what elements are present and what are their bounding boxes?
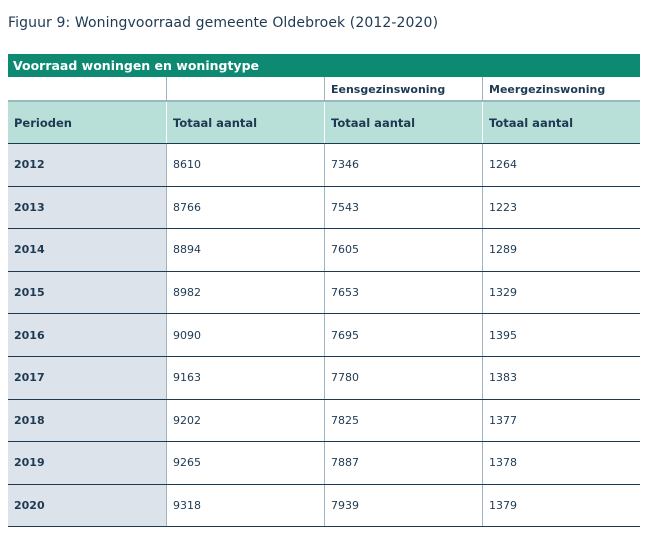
eensgezins-cell: 7695	[324, 314, 482, 356]
meergezins-cell: 1289	[482, 229, 640, 271]
column-header-eensgezins-totaal: Totaal aantal	[324, 102, 482, 143]
year-cell: 2017	[8, 356, 166, 399]
total-cell: 8610	[166, 144, 324, 186]
table-row: 2014 8894 7605 1289	[8, 229, 640, 272]
group-header-empty-1	[8, 77, 166, 100]
group-header-meergezins: Meergezinswoning	[482, 77, 640, 100]
total-cell: 8894	[166, 229, 324, 271]
table-row: 2016 9090 7695 1395	[8, 314, 640, 357]
table-row: 2015 8982 7653 1329	[8, 271, 640, 315]
total-cell: 9318	[166, 484, 324, 527]
group-header-eensgezins: Eensgezinswoning	[324, 77, 482, 100]
total-cell: 9265	[166, 442, 324, 484]
total-cell: 8982	[166, 271, 324, 314]
table-row: 2012 8610 7346 1264	[8, 144, 640, 187]
group-header-empty-2	[166, 77, 324, 100]
total-cell: 9090	[166, 314, 324, 356]
year-cell: 2012	[8, 144, 166, 186]
table-row: 2020 9318 7939 1379	[8, 484, 640, 528]
year-cell: 2019	[8, 442, 166, 484]
total-cell: 9202	[166, 399, 324, 442]
table-row: 2013 8766 7543 1223	[8, 186, 640, 230]
table-row: 2017 9163 7780 1383	[8, 356, 640, 400]
table-title: Voorraad woningen en woningtype	[8, 54, 640, 77]
total-cell: 9163	[166, 356, 324, 399]
eensgezins-cell: 7653	[324, 271, 482, 314]
year-cell: 2018	[8, 399, 166, 442]
eensgezins-cell: 7825	[324, 399, 482, 442]
column-header-row: Perioden Totaal aantal Totaal aantal Tot…	[8, 101, 640, 144]
table-row: 2019 9265 7887 1378	[8, 442, 640, 485]
meergezins-cell: 1379	[482, 484, 640, 527]
meergezins-cell: 1264	[482, 144, 640, 186]
table-row: 2018 9202 7825 1377	[8, 399, 640, 443]
year-cell: 2013	[8, 186, 166, 229]
group-header-row: Eensgezinswoning Meergezinswoning	[8, 77, 640, 101]
column-header-perioden: Perioden	[14, 115, 72, 130]
total-cell: 8766	[166, 186, 324, 229]
meergezins-cell: 1383	[482, 356, 640, 399]
column-header-totaal: Totaal aantal	[166, 102, 324, 143]
meergezins-cell: 1378	[482, 442, 640, 484]
meergezins-cell: 1329	[482, 271, 640, 314]
eensgezins-cell: 7887	[324, 442, 482, 484]
eensgezins-cell: 7543	[324, 186, 482, 229]
year-cell: 2020	[8, 484, 166, 527]
eensgezins-cell: 7605	[324, 229, 482, 271]
meergezins-cell: 1377	[482, 399, 640, 442]
housing-stock-table: Voorraad woningen en woningtype Eensgezi…	[8, 54, 640, 528]
year-cell: 2014	[8, 229, 166, 271]
year-cell: 2016	[8, 314, 166, 356]
figure-title: Figuur 9: Woningvoorraad gemeente Oldebr…	[8, 15, 439, 31]
column-header-meergezins-totaal: Totaal aantal	[482, 102, 640, 143]
year-cell: 2015	[8, 271, 166, 314]
eensgezins-cell: 7780	[324, 356, 482, 399]
meergezins-cell: 1395	[482, 314, 640, 356]
eensgezins-cell: 7939	[324, 484, 482, 527]
meergezins-cell: 1223	[482, 186, 640, 229]
eensgezins-cell: 7346	[324, 144, 482, 186]
